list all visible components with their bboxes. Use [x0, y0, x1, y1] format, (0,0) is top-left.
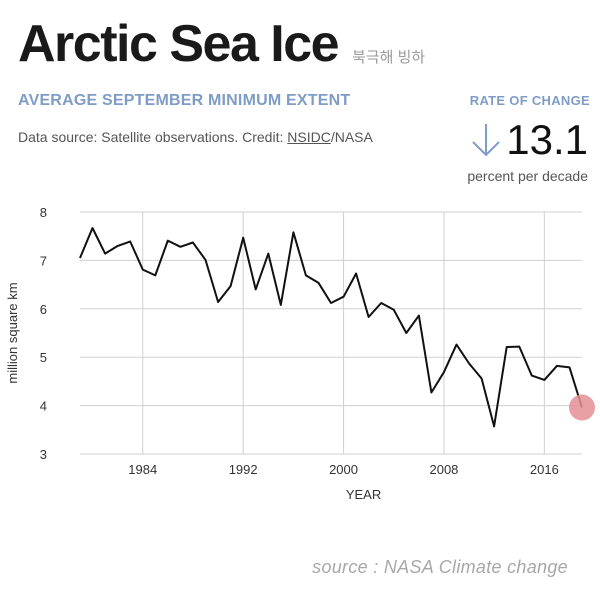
chart-grid	[80, 211, 582, 455]
y-tick-label: 3	[40, 447, 47, 462]
data-source-line: Data source: Satellite observations. Cre…	[18, 129, 373, 145]
x-tick-label: 1984	[128, 462, 157, 477]
y-axis-label: million square km	[5, 282, 20, 383]
x-tick-label: 2008	[429, 462, 458, 477]
x-tick-label: 1992	[229, 462, 258, 477]
footer-source: source : NASA Climate change	[312, 557, 568, 577]
extent-series-line	[79, 227, 583, 428]
y-tick-label: 6	[40, 302, 47, 317]
nsidc-link[interactable]: NSIDC	[287, 129, 331, 145]
chart-ticks: 3 4 5 6 7 8 1984 1992 2000 2008 2016	[40, 205, 559, 477]
y-tick-label: 7	[40, 253, 47, 268]
y-tick-label: 8	[40, 205, 47, 220]
rate-of-change-label: RATE OF CHANGE	[469, 93, 590, 108]
source-prefix: Data source: Satellite observations. Cre…	[18, 129, 288, 145]
chart-heading: AVERAGE SEPTEMBER MINIMUM EXTENT	[18, 92, 351, 109]
latest-point-marker	[569, 394, 595, 421]
series-layer	[79, 227, 595, 428]
rate-of-change-unit: percent per decade	[467, 168, 588, 184]
x-tick-label: 2000	[329, 462, 358, 477]
rate-of-change-value: 13.1	[506, 116, 588, 163]
page-title: Arctic Sea Ice	[18, 15, 340, 73]
source-suffix: /NASA	[330, 129, 373, 145]
down-arrow-icon	[472, 124, 500, 157]
x-tick-label: 2016	[530, 462, 559, 477]
sea-ice-line-chart: 3 4 5 6 7 8 1984 1992 2000 2008 2016 million squar…	[5, 205, 595, 502]
y-tick-label: 4	[40, 399, 47, 414]
y-tick-label: 5	[40, 350, 47, 365]
korean-subtitle: 북극해 빙하	[352, 49, 426, 66]
x-axis-label: YEAR	[346, 487, 381, 502]
